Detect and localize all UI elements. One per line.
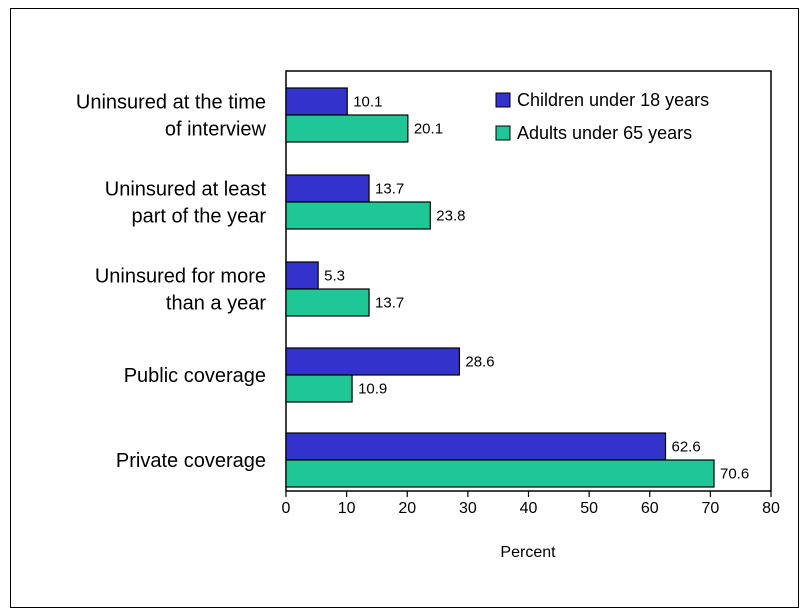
bar-label-children-2: 5.3: [324, 268, 345, 285]
category-labels: Uninsured at the time of interview Uninsur…: [76, 92, 267, 473]
legend-label-children: Children under 18 years: [517, 90, 709, 110]
chart-frame: [10, 8, 799, 608]
x-tick-label-80: 80: [762, 500, 780, 517]
legend-label-adults: Adults under 65 years: [517, 123, 692, 143]
bar-children-1: [285, 174, 370, 203]
bars-group: [285, 87, 715, 488]
x-tick-label-0: 0: [282, 500, 291, 517]
x-axis-ticks: 0 10 20 30 40 50 60 70 80: [282, 491, 780, 517]
bar-label-adults-4: 70.6: [720, 466, 749, 483]
category-label-4-line-0: Private coverage: [116, 450, 266, 472]
category-label-0-line-1: of interview: [165, 119, 267, 141]
legend: Children under 18 years Adults under 65 y…: [495, 90, 709, 143]
bar-children-4: [285, 432, 667, 461]
bar-adults-2: [285, 288, 370, 317]
bar-label-adults-0: 20.1: [414, 121, 443, 138]
x-tick-label-70: 70: [701, 500, 719, 517]
category-label-1-line-1: part of the year: [131, 206, 266, 228]
bar-adults-4: [285, 459, 715, 488]
x-tick-label-10: 10: [338, 500, 356, 517]
legend-swatch-children: [495, 92, 511, 108]
legend-swatch-adults: [495, 125, 511, 141]
bar-label-adults-3: 10.9: [358, 381, 387, 398]
x-tick-label-50: 50: [580, 500, 598, 517]
bar-label-children-4: 62.6: [672, 439, 701, 456]
category-label-3-line-0: Public coverage: [124, 365, 266, 387]
x-tick-label-20: 20: [398, 500, 416, 517]
bar-adults-1: [285, 201, 431, 230]
bar-value-labels: 10.1 13.7 5.3 28.6 62.6 20.1 23.8 13.7 10.9 70.6: [324, 94, 749, 483]
x-tick-label-30: 30: [459, 500, 477, 517]
bar-children-3: [285, 347, 460, 376]
bar-children-0: [285, 87, 348, 116]
horizontal-bar-chart: 10.113.75.328.662.620.123.813.710.970.6 …: [76, 70, 780, 561]
bar-label-adults-2: 13.7: [375, 295, 404, 312]
category-label-1-line-0: Uninsured at least: [105, 179, 267, 201]
bar-adults-3: [285, 374, 353, 403]
bar-label-children-1: 13.7: [375, 181, 404, 198]
x-axis-label: Percent: [500, 544, 556, 561]
bar-label-children-0: 10.1: [353, 94, 382, 111]
bar-label-adults-1: 23.8: [436, 208, 465, 225]
x-tick-label-60: 60: [641, 500, 659, 517]
bar-adults-0: [285, 114, 409, 143]
bar-label-children-3: 28.6: [465, 354, 494, 371]
category-label-2-line-0: Uninsured for more: [95, 266, 266, 288]
bar-children-2: [285, 261, 319, 290]
category-label-0-line-0: Uninsured at the time: [76, 92, 266, 114]
category-label-2-line-1: than a year: [166, 293, 266, 315]
x-tick-label-40: 40: [520, 500, 538, 517]
